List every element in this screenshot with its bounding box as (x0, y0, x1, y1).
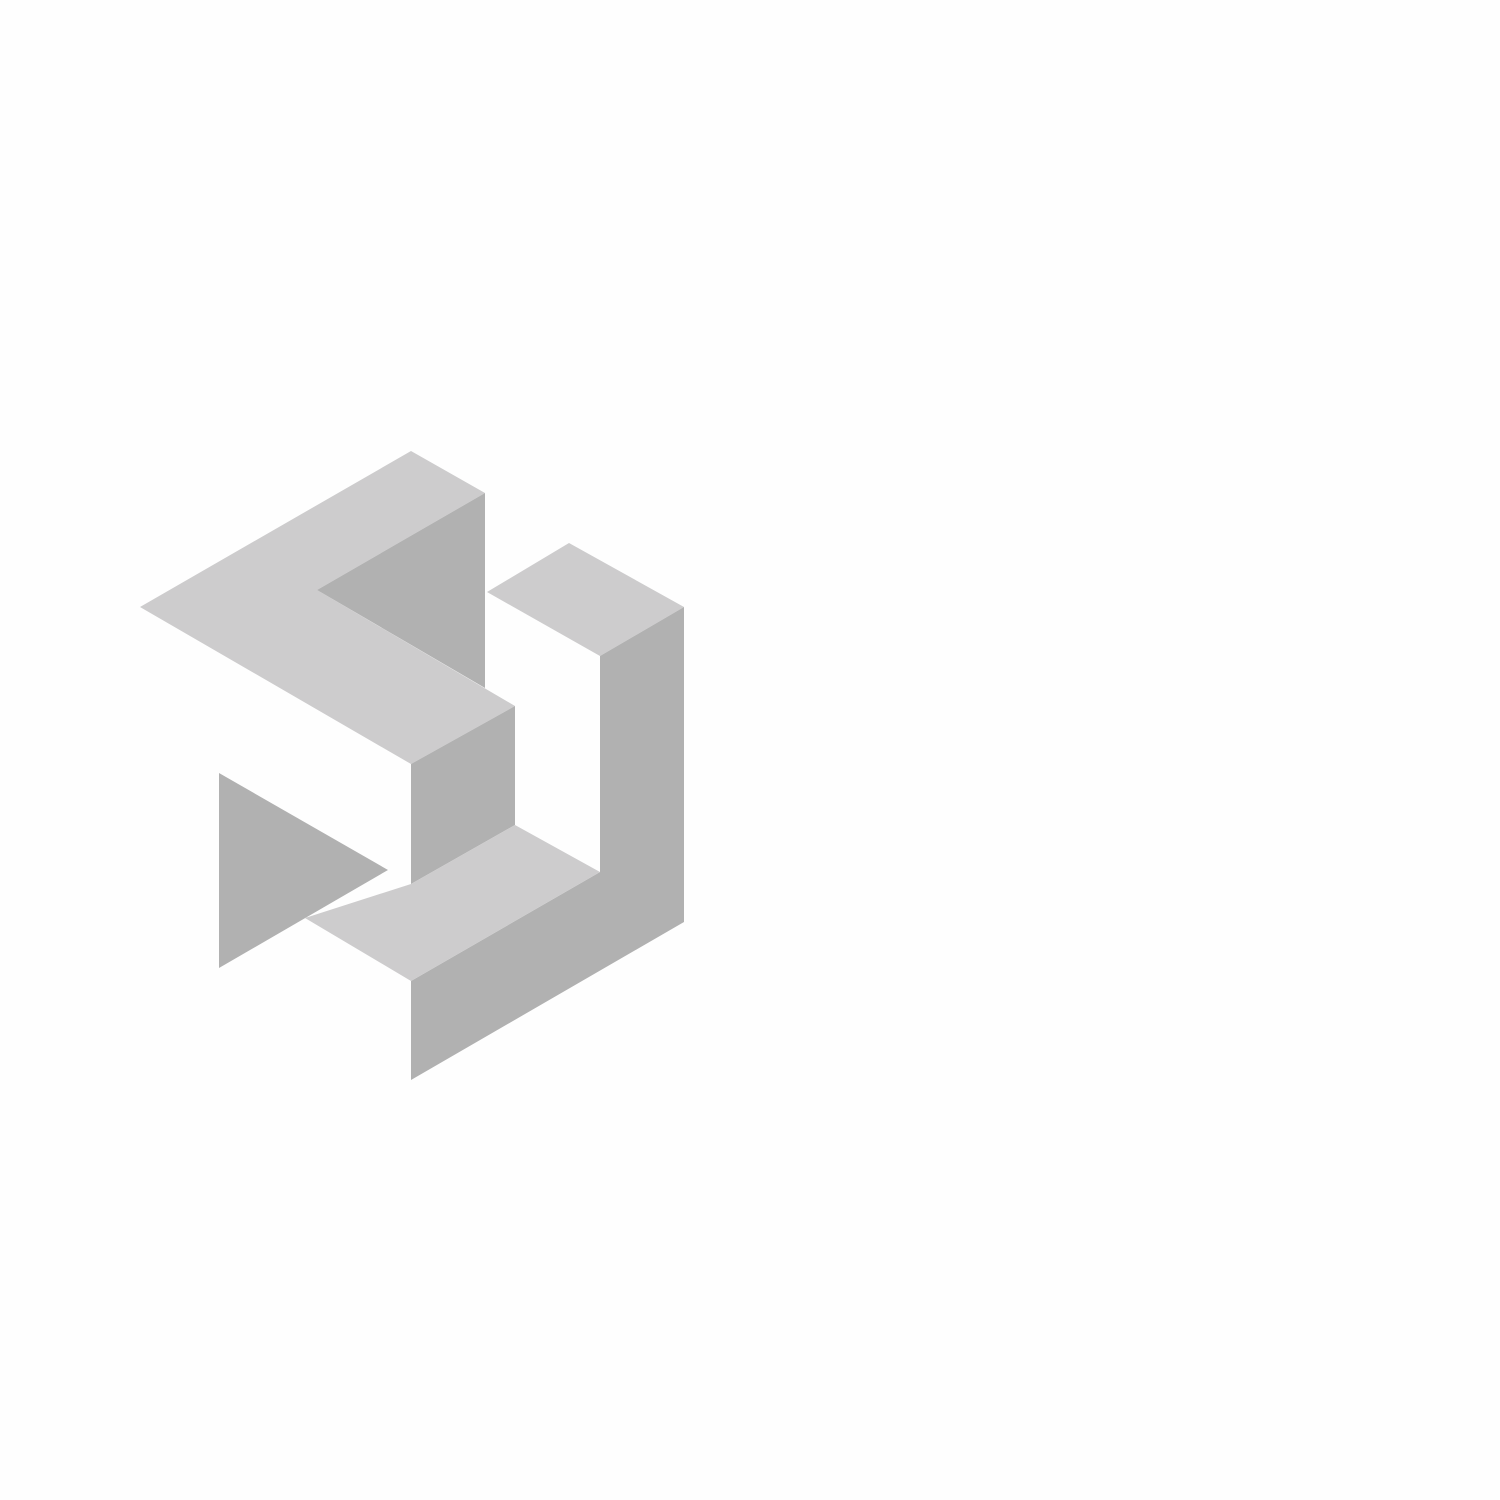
lower-left-wedge-face (219, 773, 388, 968)
right-block-side-face (411, 607, 684, 1080)
upper-block-front-face (411, 706, 515, 884)
right-block-top-face (487, 543, 684, 656)
upper-block-top-face (140, 451, 515, 764)
bottom-step-top-face (305, 825, 600, 981)
upper-block-inner-side-face (317, 493, 485, 688)
